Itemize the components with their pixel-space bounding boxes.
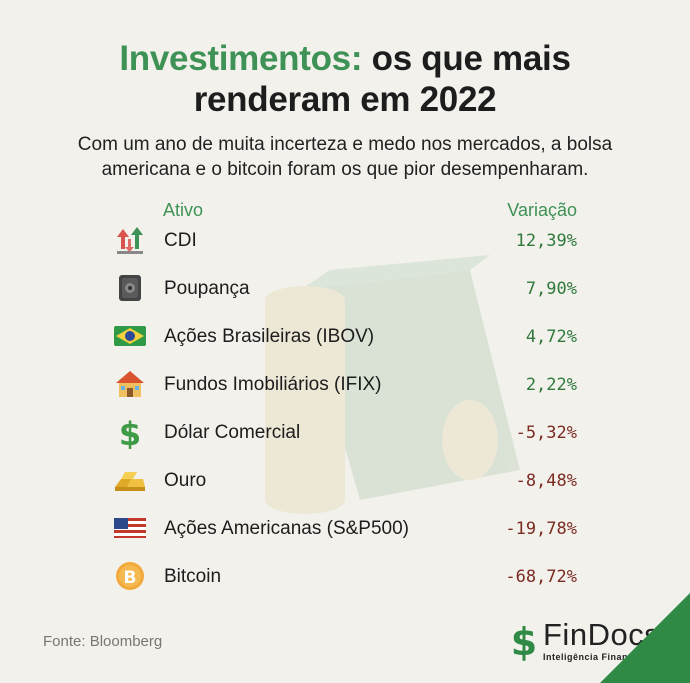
- title-rest: os que mais: [362, 39, 571, 78]
- table-row: $ Dólar Comercial -5,32%: [0, 413, 690, 453]
- column-header-asset: Ativo: [163, 200, 204, 220]
- column-header-variation: Variação: [507, 200, 577, 220]
- asset-name: Ações Americanas (S&P500): [164, 518, 410, 539]
- asset-variation: -19,78%: [505, 519, 577, 539]
- safe-icon: [113, 271, 147, 305]
- asset-name: Ações Brasileiras (IBOV): [164, 326, 375, 347]
- brand-tagline: Inteligência Financeira: [543, 652, 652, 662]
- table-row: Ações Americanas (S&P500) -19,78%: [0, 509, 690, 549]
- table-row: Poupança 7,90%: [0, 269, 690, 309]
- asset-name: Dólar Comercial: [164, 422, 301, 443]
- svg-text:$: $: [511, 620, 537, 663]
- asset-variation: -68,72%: [505, 567, 577, 587]
- table-row: Ações Brasileiras (IBOV) 4,72%: [0, 317, 690, 357]
- title-highlight: Investimentos:: [119, 39, 363, 78]
- bitcoin-icon: B: [113, 559, 147, 593]
- page-title: Investimentos: os que mais renderam em 2…: [0, 38, 690, 120]
- gold-bars-icon: [113, 463, 147, 497]
- asset-variation: -8,48%: [515, 471, 577, 491]
- subtitle-part2: a bolsa: [550, 134, 613, 155]
- subtitle-line2: americana e o bitcoin foram os que pior …: [101, 159, 589, 180]
- asset-variation: 7,90%: [525, 279, 577, 299]
- dollar-logo-icon: $: [511, 620, 537, 663]
- table-row: CDI 12,39%: [0, 221, 690, 261]
- svg-text:B: B: [124, 568, 137, 588]
- subtitle: Com um ano de muita incerteza e medo nos…: [30, 132, 660, 182]
- asset-name: Ouro: [164, 470, 207, 491]
- brazil-flag-icon: [113, 319, 147, 353]
- arrows-up-down-icon: [113, 223, 147, 257]
- asset-name: CDI: [164, 230, 197, 251]
- asset-name: Bitcoin: [164, 566, 222, 587]
- asset-variation: -5,32%: [515, 423, 577, 443]
- asset-variation: 2,22%: [525, 375, 577, 395]
- title-line2: renderam em 2022: [193, 80, 497, 119]
- house-icon: [113, 367, 147, 401]
- table-row: B Bitcoin -68,72%: [0, 557, 690, 597]
- subtitle-part1: Com um ano de muita incerteza e medo nos…: [77, 134, 551, 155]
- asset-name: Poupança: [164, 278, 250, 299]
- source-note: Fonte: Bloomberg: [43, 633, 163, 650]
- us-flag-icon: [113, 511, 147, 545]
- asset-variation: 4,72%: [525, 327, 577, 347]
- svg-text:$: $: [119, 415, 141, 449]
- asset-name: Fundos Imobiliários (IFIX): [164, 374, 382, 395]
- table-row: Fundos Imobiliários (IFIX) 2,22%: [0, 365, 690, 405]
- corner-accent: [600, 593, 690, 683]
- dollar-sign-icon: $: [113, 415, 147, 453]
- asset-variation: 12,39%: [515, 231, 577, 251]
- table-row: Ouro -8,48%: [0, 461, 690, 501]
